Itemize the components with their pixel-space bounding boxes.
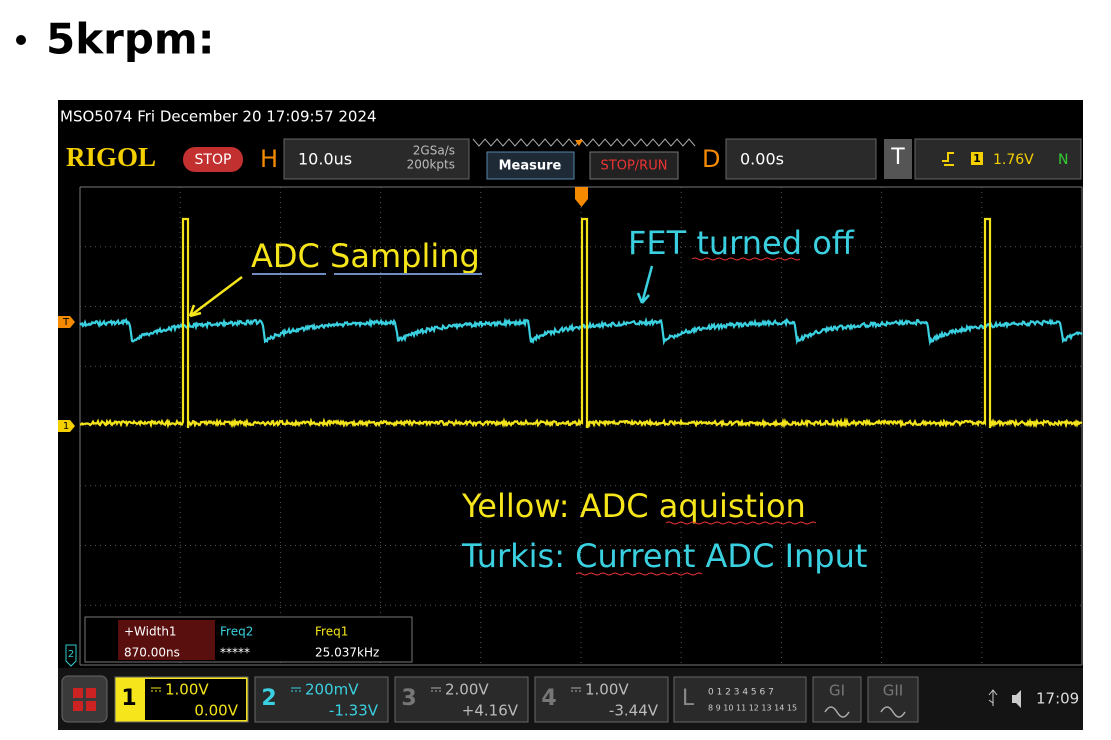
delay: 0.00s <box>740 150 784 169</box>
coupling-icon <box>291 687 301 692</box>
annotation: Turkis: Current ADC Input <box>461 537 867 575</box>
channel-box[interactable] <box>254 676 389 723</box>
channel-number: 3 <box>401 686 416 711</box>
arrow <box>636 265 654 304</box>
channel-inner <box>145 679 246 720</box>
bullet <box>16 35 26 45</box>
spell-underline <box>575 572 703 576</box>
coupling-icon <box>431 687 441 692</box>
gen1-box[interactable] <box>812 676 862 723</box>
run-label: STOP/RUN <box>601 159 668 174</box>
sample-rate: 2GSa/s <box>413 144 455 158</box>
ch2-marker <box>65 644 77 667</box>
t-label: T <box>890 145 905 170</box>
trigger-mode: N <box>1058 152 1068 168</box>
arrow <box>188 276 243 318</box>
edge-icon <box>942 152 954 166</box>
trigger-pos-marker <box>575 187 588 207</box>
channel-offset: -3.44V <box>609 702 659 720</box>
selected-measure <box>118 620 215 660</box>
annotation: FET turned off <box>628 224 855 262</box>
annotation: ADC Sampling <box>251 237 480 275</box>
ch1-marker <box>58 420 75 432</box>
channel-boxes: 1 1.00V 0.00V 2 200mV -1.33V 3 2.00V +4.16V 4 1.00… <box>114 676 669 723</box>
coupling-icon <box>571 687 581 692</box>
h-label: H <box>260 145 278 173</box>
channel-number: 2 <box>261 686 276 711</box>
measure-header: Freq1 <box>315 625 348 639</box>
channel-offset: 0.00V <box>194 702 238 720</box>
header-info: MSO5074 Fri December 20 17:09:57 2024 <box>60 108 377 126</box>
memory-depth: 200kpts <box>407 158 455 172</box>
usb-icon <box>988 689 998 706</box>
measure-header: +Width1 <box>124 625 177 639</box>
menu-icon <box>73 688 96 711</box>
ch2-marker-label: 2 <box>68 649 74 660</box>
source-box <box>971 152 983 165</box>
channel-scale: 1.00V <box>585 681 629 699</box>
channel-scale: 200mV <box>305 681 359 699</box>
t-box <box>884 139 912 179</box>
status-pill <box>183 147 243 172</box>
trigger-box <box>914 138 1082 180</box>
channel-scale: 2.00V <box>445 681 489 699</box>
speaker-icon <box>1012 690 1021 708</box>
measure-value: 25.037kHz <box>315 646 379 660</box>
spell-underline <box>691 257 801 261</box>
channel-offset: +4.16V <box>462 702 519 720</box>
measure-header: Freq2 <box>220 625 253 639</box>
annotation: Yellow: ADC aquistion <box>461 487 806 525</box>
channel-number: 1 <box>121 686 136 711</box>
gen2-box[interactable] <box>867 676 919 723</box>
slide-title: 5krpm: <box>46 15 215 64</box>
timebase: 10.0us <box>298 150 352 169</box>
logic-label: L <box>682 686 695 711</box>
brand: RIGOL <box>66 142 156 172</box>
channel-offset: -1.33V <box>329 702 379 720</box>
gen-label: GII <box>883 682 903 700</box>
run-button[interactable] <box>589 151 679 180</box>
channel-box[interactable] <box>534 676 669 723</box>
logic-box[interactable] <box>673 676 807 723</box>
logic-row: 8 9 10 11 12 13 14 15 <box>708 704 797 713</box>
sine-icon <box>824 706 850 718</box>
gen-label: GI <box>829 682 845 700</box>
delay-box <box>725 138 877 180</box>
measure-button[interactable] <box>486 151 575 180</box>
d-label: D <box>702 145 720 173</box>
position-marker <box>575 140 583 146</box>
menu-button[interactable] <box>61 675 108 723</box>
status: STOP <box>195 152 232 168</box>
ch1-trace <box>79 217 1083 429</box>
channel-box[interactable] <box>394 676 529 723</box>
sine-icon <box>880 706 906 718</box>
memory-bar <box>472 138 696 147</box>
ch1-marker-label: 1 <box>63 421 69 432</box>
logic-row: 0 1 2 3 4 5 6 7 <box>708 688 774 698</box>
trigger-marker-label: T <box>62 317 70 328</box>
timebase-box <box>283 138 470 180</box>
oscilloscope-screen: MSO5074 Fri December 20 17:09:57 2024 RI… <box>58 100 1083 730</box>
trigger-source: 1 <box>973 152 981 165</box>
trigger-level-marker <box>58 316 75 328</box>
coupling-icon <box>151 687 161 692</box>
measure-label: Measure <box>499 159 562 174</box>
spell-underline <box>665 521 817 525</box>
clock: 17:09 <box>1036 690 1079 708</box>
measure-value: ***** <box>220 646 250 660</box>
channel-scale: 1.00V <box>165 681 209 699</box>
measure-value: 870.00ns <box>124 646 180 660</box>
channel-number: 4 <box>541 686 556 711</box>
trigger-level: 1.76V <box>993 152 1034 168</box>
